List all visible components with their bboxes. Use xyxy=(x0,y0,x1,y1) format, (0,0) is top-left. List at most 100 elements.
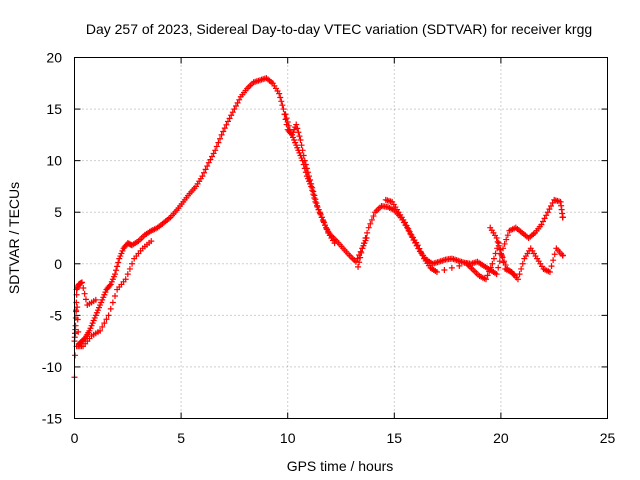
data-point xyxy=(283,115,290,122)
data-point xyxy=(541,215,548,222)
data-point xyxy=(364,229,371,236)
data-point xyxy=(228,112,235,119)
data-point xyxy=(199,173,206,180)
data-point xyxy=(354,255,361,262)
data-point xyxy=(514,276,521,283)
data-point xyxy=(500,245,507,252)
data-point xyxy=(504,232,511,239)
data-point xyxy=(548,263,555,270)
x-tick-label: 5 xyxy=(177,430,185,446)
data-point xyxy=(490,255,497,262)
data-point xyxy=(312,198,319,205)
data-point xyxy=(278,98,285,105)
data-point xyxy=(433,269,440,276)
data-point xyxy=(81,290,88,297)
x-tick-label: 10 xyxy=(280,430,296,446)
data-point xyxy=(276,90,283,97)
data-point xyxy=(549,199,556,206)
data-point xyxy=(540,218,547,225)
data-point xyxy=(80,285,87,292)
data-point xyxy=(492,250,499,257)
data-point xyxy=(489,260,496,267)
data-point xyxy=(99,323,106,330)
data-point xyxy=(448,264,455,271)
data-point xyxy=(416,245,423,252)
data-point xyxy=(298,142,305,149)
data-point xyxy=(215,139,222,146)
data-point xyxy=(309,187,316,194)
data-point xyxy=(318,214,325,221)
data-point xyxy=(322,222,329,229)
data-point xyxy=(297,137,304,144)
data-point xyxy=(73,308,80,315)
x-tick-label: 0 xyxy=(71,430,79,446)
data-point xyxy=(126,265,133,272)
data-point xyxy=(92,296,99,303)
data-point xyxy=(82,296,89,303)
data-point xyxy=(502,262,509,269)
x-axis-label: GPS time / hours xyxy=(287,458,394,474)
data-point xyxy=(231,106,238,113)
data-point xyxy=(317,210,324,217)
data-point xyxy=(279,102,286,109)
data-point xyxy=(543,212,550,219)
y-tick-label: 10 xyxy=(46,153,62,169)
data-point xyxy=(109,299,116,306)
axis-ticks xyxy=(74,57,608,419)
data-point xyxy=(550,257,557,264)
data-point xyxy=(314,202,321,209)
data-point xyxy=(122,276,129,283)
data-point xyxy=(106,282,113,289)
data-point xyxy=(551,251,558,258)
data-point xyxy=(294,125,301,132)
data-point xyxy=(323,225,330,232)
data-point xyxy=(493,271,500,278)
y-tick-label: 15 xyxy=(46,101,62,117)
data-point xyxy=(548,203,555,210)
data-point xyxy=(226,115,233,122)
plot-frame xyxy=(74,57,608,419)
y-tick-label: -15 xyxy=(42,411,62,427)
data-point xyxy=(302,169,309,176)
data-point xyxy=(499,254,506,261)
data-point xyxy=(441,266,448,273)
x-tick-label: 25 xyxy=(600,430,616,446)
data-point xyxy=(559,252,566,259)
y-tick-label: 20 xyxy=(46,50,62,66)
y-axis-label: SDTVAR / TECUs xyxy=(6,182,22,294)
data-point xyxy=(277,94,284,101)
data-point xyxy=(229,109,236,116)
data-point xyxy=(417,248,424,255)
data-point xyxy=(403,222,410,229)
data-point xyxy=(112,293,119,300)
data-point xyxy=(72,330,79,337)
data-point xyxy=(213,143,220,150)
data-point xyxy=(236,96,243,103)
data-point xyxy=(78,279,85,286)
data-point xyxy=(487,264,494,271)
data-point xyxy=(355,263,362,270)
data-point xyxy=(331,240,338,247)
data-point xyxy=(114,263,121,270)
data-point xyxy=(456,262,463,269)
data-point xyxy=(503,236,510,243)
data-point xyxy=(320,218,327,225)
data-point xyxy=(148,238,155,245)
data-point xyxy=(405,225,412,232)
data-point xyxy=(97,327,104,334)
data-point xyxy=(207,156,214,163)
data-point xyxy=(484,272,491,279)
data-point xyxy=(308,183,315,190)
data-point xyxy=(486,268,493,275)
data-point xyxy=(209,153,216,160)
data-point xyxy=(232,102,239,109)
data-point xyxy=(113,267,120,274)
data-point xyxy=(295,129,302,136)
data-point xyxy=(223,121,230,128)
y-tick-label: -5 xyxy=(50,307,63,323)
data-point xyxy=(518,265,525,272)
data-point xyxy=(301,165,308,172)
data-point xyxy=(310,191,317,198)
data-point xyxy=(495,264,502,271)
